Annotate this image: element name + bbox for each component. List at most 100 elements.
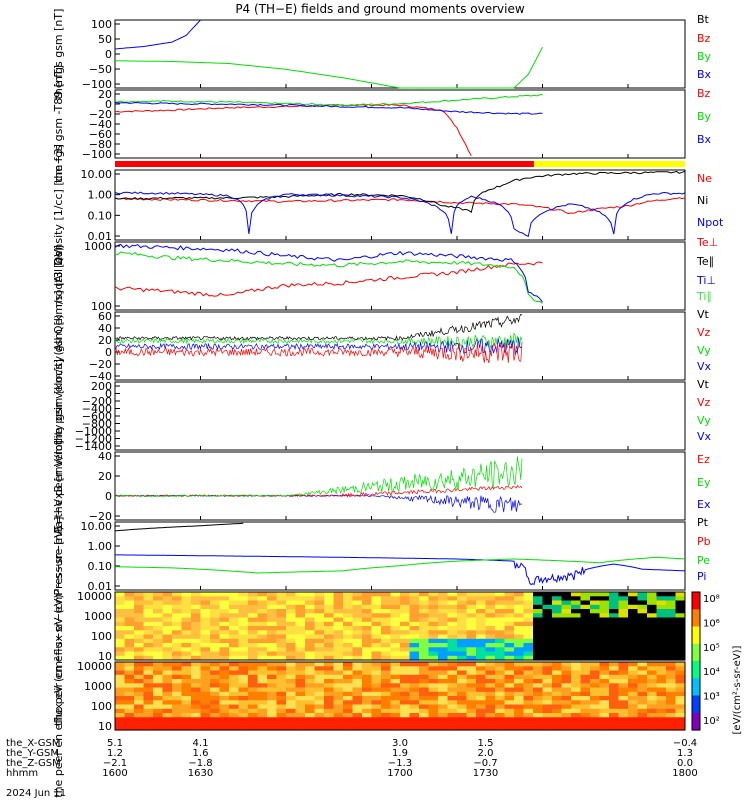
heatmap-cell xyxy=(561,630,572,636)
heatmap-cell xyxy=(134,708,144,714)
heatmap-cell xyxy=(561,662,572,667)
heatmap-cell xyxy=(428,651,439,657)
heatmap-cell xyxy=(390,674,401,680)
heatmap-cell xyxy=(552,704,562,710)
heatmap-cell xyxy=(191,651,201,657)
heatmap-cell xyxy=(666,717,676,723)
y-tick-label: 20 xyxy=(98,88,112,101)
heatmap-cell xyxy=(400,662,410,667)
heatmap-cell xyxy=(134,655,144,661)
heatmap-cell xyxy=(305,687,315,693)
heatmap-cell xyxy=(609,621,619,627)
heatmap-cell xyxy=(352,721,363,727)
heatmap-cell xyxy=(257,609,268,614)
heatmap-cell xyxy=(485,643,496,648)
heatmap-cell xyxy=(466,700,477,706)
heatmap-cell xyxy=(618,687,629,693)
heatmap-cell xyxy=(229,700,239,706)
heatmap-cell xyxy=(115,679,125,684)
heatmap-cell xyxy=(333,691,344,697)
heatmap-cell xyxy=(162,638,173,644)
heatmap-cell xyxy=(124,596,135,602)
heatmap-cell xyxy=(276,647,287,653)
heatmap-cell xyxy=(590,679,600,684)
heatmap-cell xyxy=(248,604,258,610)
heatmap-cell xyxy=(419,634,429,640)
heatmap-cell xyxy=(485,662,496,667)
heatmap-cell xyxy=(552,717,562,723)
heatmap-cell xyxy=(115,609,125,614)
heatmap-cell xyxy=(618,634,629,640)
heatmap-cell xyxy=(571,596,581,602)
heatmap-cell xyxy=(362,683,372,689)
heatmap-cell xyxy=(495,687,505,693)
y-tick-label: 100 xyxy=(91,700,112,713)
heatmap-cell xyxy=(666,613,676,619)
heatmap-cell xyxy=(428,696,439,701)
heatmap-cell xyxy=(599,592,610,597)
heatmap-cell xyxy=(428,713,439,718)
heatmap-cell xyxy=(675,630,686,636)
heatmap-cell xyxy=(257,647,268,653)
heatmap-cell xyxy=(362,655,372,661)
heatmap-cell xyxy=(343,683,353,689)
heatmap-cell xyxy=(409,717,420,723)
heatmap-cell xyxy=(466,613,477,619)
heatmap-cell xyxy=(162,621,173,627)
heatmap-cell xyxy=(295,662,306,667)
heatmap-cell xyxy=(124,679,135,684)
heatmap-cell xyxy=(219,687,230,693)
heatmap-cell xyxy=(476,630,486,636)
heatmap-cell xyxy=(409,655,420,661)
heatmap-cell xyxy=(162,592,173,597)
heatmap-cell xyxy=(305,617,315,623)
heatmap-cell xyxy=(561,674,572,680)
heatmap-cell xyxy=(666,708,676,714)
heatmap-cell xyxy=(219,721,230,727)
heatmap-cell xyxy=(143,621,154,627)
heatmap-cell xyxy=(362,592,372,597)
heatmap-cell xyxy=(580,725,591,731)
heatmap-cell xyxy=(248,725,258,731)
heatmap-cell xyxy=(162,655,173,661)
heatmap-cell xyxy=(666,725,676,731)
heatmap-cell xyxy=(590,630,600,636)
heatmap-cell xyxy=(200,621,211,627)
heatmap-cell xyxy=(428,643,439,648)
heatmap-cell xyxy=(666,721,676,727)
heatmap-cell xyxy=(419,713,429,718)
heatmap-cell xyxy=(324,592,334,597)
heatmap-cell xyxy=(400,725,410,731)
heatmap-cell xyxy=(599,704,610,710)
heatmap-cell xyxy=(210,721,220,727)
heatmap-cell xyxy=(647,670,657,676)
heatmap-cell xyxy=(210,617,220,623)
heatmap-cell xyxy=(200,674,211,680)
y-tick-label: −600 xyxy=(82,410,112,423)
heatmap-cell xyxy=(134,725,144,731)
colorbar-label: [eV/(cm²-s-sr-eV)] xyxy=(732,645,743,734)
heatmap-cell xyxy=(115,713,125,718)
heatmap-cell xyxy=(447,651,458,657)
y-tick-label: 200 xyxy=(91,380,112,393)
heatmap-cell xyxy=(495,670,505,676)
heatmap-cell xyxy=(362,621,372,627)
heatmap-cell xyxy=(466,596,477,602)
heatmap-cell xyxy=(390,655,401,661)
heatmap-cell xyxy=(485,634,496,640)
heatmap-cell xyxy=(628,704,638,710)
heatmap-cell xyxy=(666,674,676,680)
heatmap-cell xyxy=(371,721,382,727)
heatmap-cell xyxy=(495,604,505,610)
heatmap-cell xyxy=(343,696,353,701)
heatmap-cell xyxy=(134,638,144,644)
heatmap-cell xyxy=(561,600,572,606)
heatmap-cell xyxy=(219,621,230,627)
heatmap-cell xyxy=(381,670,391,676)
heatmap-cell xyxy=(371,626,382,631)
heatmap-cell xyxy=(647,600,657,606)
heatmap-cell xyxy=(124,609,135,614)
heatmap-cell xyxy=(115,647,125,653)
panel-frame xyxy=(114,169,686,241)
heatmap-cell xyxy=(333,670,344,676)
